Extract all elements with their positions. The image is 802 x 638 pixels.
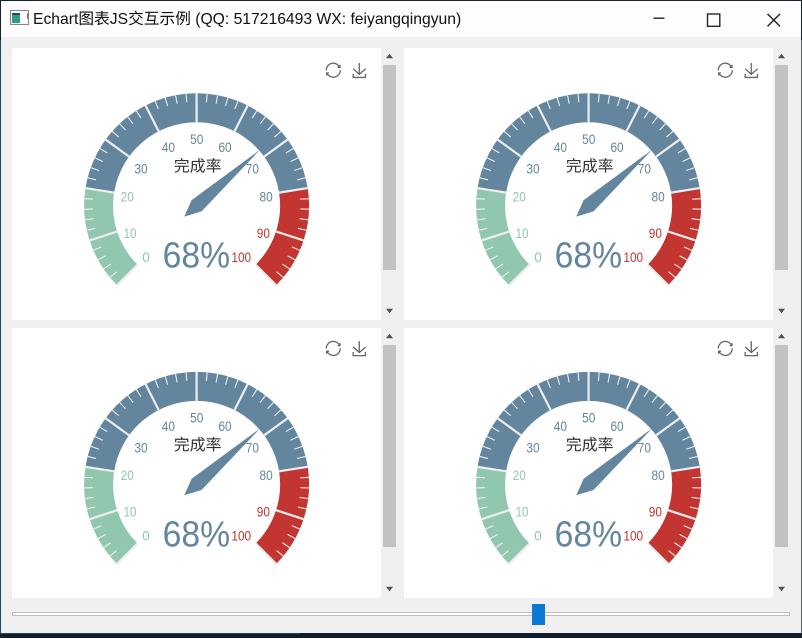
svg-text:90: 90	[257, 226, 270, 241]
svg-text:40: 40	[554, 419, 567, 434]
svg-text:Echart: Echart	[33, 11, 79, 28]
svg-text:68%: 68%	[555, 235, 623, 276]
svg-text:50: 50	[582, 132, 595, 147]
svg-text:60: 60	[218, 140, 231, 155]
svg-text:10: 10	[123, 505, 136, 520]
svg-text:10: 10	[515, 505, 528, 520]
svg-text:50: 50	[190, 411, 203, 426]
svg-text:20: 20	[513, 189, 526, 204]
svg-text:70: 70	[246, 440, 259, 455]
svg-text:80: 80	[652, 468, 665, 483]
svg-text:90: 90	[649, 505, 662, 520]
svg-text:40: 40	[554, 140, 567, 155]
svg-text:70: 70	[638, 162, 651, 177]
svg-text:10: 10	[123, 226, 136, 241]
svg-text:80: 80	[652, 189, 665, 204]
svg-text:(QQ: 517216493 WX: feiyangqing: (QQ: 517216493 WX: feiyangqingyun)	[191, 11, 461, 28]
svg-text:40: 40	[162, 419, 175, 434]
svg-text:20: 20	[513, 468, 526, 483]
svg-text:50: 50	[582, 411, 595, 426]
svg-text:20: 20	[121, 189, 134, 204]
svg-text:60: 60	[218, 419, 231, 434]
svg-text:70: 70	[638, 440, 651, 455]
svg-text:100: 100	[231, 528, 251, 543]
svg-text:100: 100	[623, 250, 643, 265]
svg-text:10: 10	[515, 226, 528, 241]
svg-text:40: 40	[162, 140, 175, 155]
svg-text:50: 50	[190, 132, 203, 147]
svg-text:JS: JS	[110, 11, 128, 28]
svg-text:68%: 68%	[163, 235, 231, 276]
svg-text:90: 90	[257, 505, 270, 520]
svg-text:0: 0	[142, 250, 150, 265]
svg-text:30: 30	[134, 440, 147, 455]
svg-text:68%: 68%	[163, 513, 231, 554]
svg-text:0: 0	[534, 250, 542, 265]
svg-text:80: 80	[260, 468, 273, 483]
svg-text:0: 0	[534, 528, 542, 543]
svg-text:60: 60	[610, 419, 623, 434]
svg-text:100: 100	[623, 528, 643, 543]
svg-text:60: 60	[610, 140, 623, 155]
svg-text:68%: 68%	[555, 513, 623, 554]
svg-text:70: 70	[246, 162, 259, 177]
svg-text:20: 20	[121, 468, 134, 483]
svg-text:30: 30	[526, 162, 539, 177]
svg-text:30: 30	[134, 162, 147, 177]
svg-text:90: 90	[649, 226, 662, 241]
svg-text:30: 30	[526, 440, 539, 455]
svg-text:100: 100	[231, 250, 251, 265]
svg-text:0: 0	[142, 528, 150, 543]
svg-text:80: 80	[260, 189, 273, 204]
